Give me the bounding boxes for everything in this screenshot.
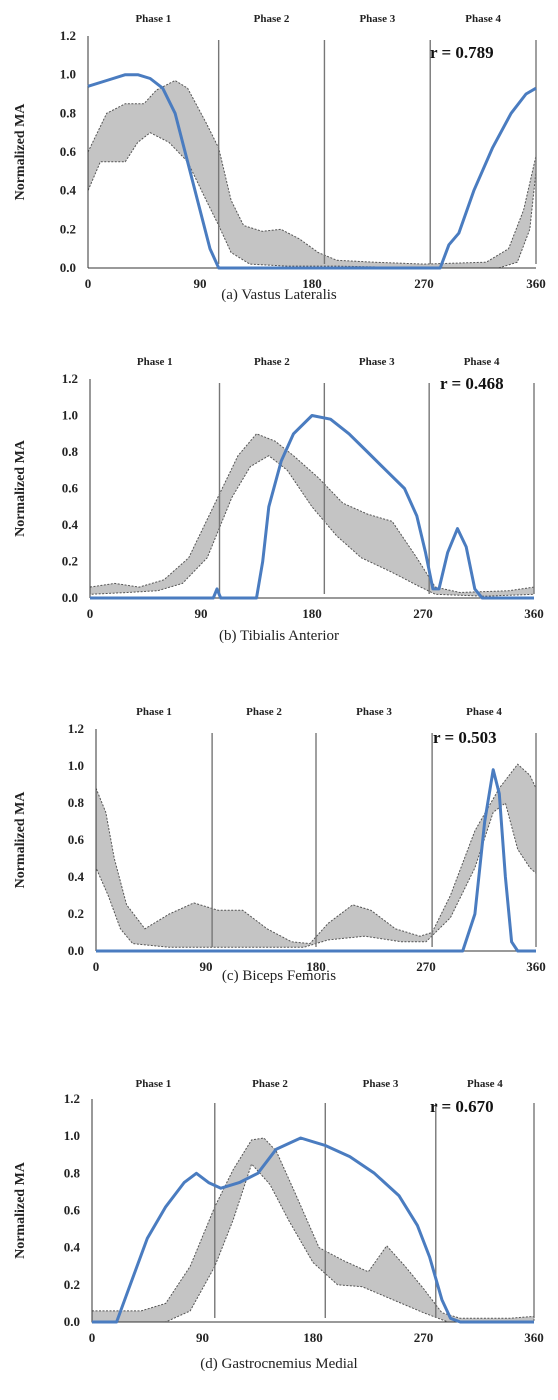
series-line [92,1136,534,1324]
chart-panel-biceps-femoris: Phase 1 Phase 2 Phase 3 Phase 4 0.0 0.2 0.4 0.6… [0,680,558,1020]
y-tick-label: 0.8 [60,105,77,120]
y-tick-label: 0.8 [68,795,85,810]
phase-label-4: Phase 4 [466,706,502,718]
phase-label-3: Phase 3 [359,13,395,25]
phase-label-4: Phase 4 [467,1078,503,1090]
x-tick-label: 270 [416,959,436,974]
band-envelope [87,79,537,269]
x-tick-label: 360 [526,276,546,291]
x-tick-label: 90 [194,276,207,291]
x-tick-label: 180 [302,276,322,291]
y-tick-label: 0.8 [64,1165,81,1180]
phase-label-4: Phase 4 [464,356,500,368]
caption-biceps-femoris: (c) Biceps Femoris [221,968,337,984]
x-tick-label: 0 [93,959,100,974]
x-tick-label: 270 [414,276,434,291]
y-axis-label: Normalized MA [13,439,28,537]
phase-label-1: Phase 1 [136,706,172,718]
y-tick-label: 1.0 [60,67,76,82]
x-tick-label: 360 [524,1330,544,1345]
y-tick-label: 0.2 [62,554,78,569]
y-tick-label: 0.2 [64,1277,80,1292]
y-tick-label: 1.0 [68,758,84,773]
y-tick-label: 0.6 [62,481,79,496]
phase-label-3: Phase 3 [363,1078,399,1090]
series-line [87,73,537,270]
x-tick-label: 270 [413,606,433,621]
y-tick-label: 1.0 [64,1128,80,1143]
y-axis-label: Normalized MA [13,1161,28,1259]
x-tick-label: 270 [414,1330,434,1345]
x-tick-label: 0 [87,606,94,621]
x-tick-label: 180 [306,959,326,974]
x-tick-label: 90 [200,959,213,974]
phase-label-4: Phase 4 [465,13,501,25]
y-tick-label: 0.4 [60,183,77,198]
y-tick-label: 1.2 [68,721,84,736]
correlation-label: r = 0.789 [430,43,494,62]
chart-gastrocnemius-medial: Phase 1 Phase 2 Phase 3 Phase 4 0.0 0.2 0.4 0.6… [13,1078,544,1345]
chart-panel-tibialis-anterior: Phase 1 Phase 2 Phase 3 Phase 4 0.0 0.2 0.4 0.6… [0,340,558,680]
band-envelope [91,1137,535,1323]
band-envelope [95,763,537,948]
phase-label-2: Phase 2 [254,13,290,25]
y-axis-label: Normalized MA [13,791,28,889]
caption-tibialis-anterior: (b) Tibialis Anterior [218,628,339,644]
y-tick-label: 0.0 [68,943,84,958]
phase-label-2: Phase 2 [246,706,282,718]
phase-label-1: Phase 1 [136,1078,172,1090]
y-tick-label: 0.4 [68,869,85,884]
chart-vastus-lateralis: Phase 1 Phase 2 Phase 3 Phase 4 0.0 0.2 0.4 0.6… [13,13,546,291]
y-tick-label: 1.0 [62,408,78,423]
y-tick-label: 0.6 [68,832,85,847]
x-tick-label: 180 [302,606,322,621]
x-tick-label: 360 [526,959,546,974]
chart-panel-gastrocnemius-medial: Phase 1 Phase 2 Phase 3 Phase 4 0.0 0.2 0.4 0.6… [0,1020,558,1372]
x-tick-label: 90 [196,1330,209,1345]
correlation-label: r = 0.468 [440,374,504,393]
caption-vastus-lateralis: (a) Vastus Lateralis [221,287,337,303]
phase-label-1: Phase 1 [135,13,171,25]
y-tick-label: 0.8 [62,444,79,459]
y-tick-label: 0.2 [68,906,84,921]
phase-label-3: Phase 3 [356,706,392,718]
band-envelope [89,433,535,597]
y-tick-label: 0.6 [60,144,77,159]
y-tick-label: 0.4 [64,1240,81,1255]
series-line [96,768,536,953]
x-tick-label: 90 [195,606,208,621]
x-tick-label: 0 [85,276,92,291]
chart-biceps-femoris: Phase 1 Phase 2 Phase 3 Phase 4 0.0 0.2 0.4 0.6… [13,706,546,974]
y-tick-label: 0.4 [62,517,79,532]
x-tick-label: 360 [524,606,544,621]
caption-gastrocnemius-medial: (d) Gastrocnemius Medial [200,1356,358,1372]
y-tick-label: 0.0 [62,590,78,605]
phase-label-2: Phase 2 [254,356,290,368]
y-tick-label: 0.0 [60,260,76,275]
series-line [90,414,534,600]
y-tick-label: 0.0 [64,1314,80,1329]
phase-label-1: Phase 1 [137,356,173,368]
x-tick-label: 0 [89,1330,96,1345]
correlation-label: r = 0.670 [430,1097,494,1116]
y-tick-label: 1.2 [60,28,76,43]
correlation-label: r = 0.503 [433,728,497,747]
phase-label-2: Phase 2 [252,1078,288,1090]
phase-label-3: Phase 3 [359,356,395,368]
chart-panel-vastus-lateralis: Phase 1 Phase 2 Phase 3 Phase 4 0.0 0.2 0.4 0.6… [0,0,558,340]
y-tick-label: 1.2 [62,371,78,386]
x-tick-label: 180 [303,1330,323,1345]
y-tick-label: 1.2 [64,1091,80,1106]
chart-tibialis-anterior: Phase 1 Phase 2 Phase 3 Phase 4 0.0 0.2 0.4 0.6… [13,356,544,621]
y-axis-label: Normalized MA [13,103,28,201]
y-tick-label: 0.2 [60,221,76,236]
y-tick-label: 0.6 [64,1203,81,1218]
